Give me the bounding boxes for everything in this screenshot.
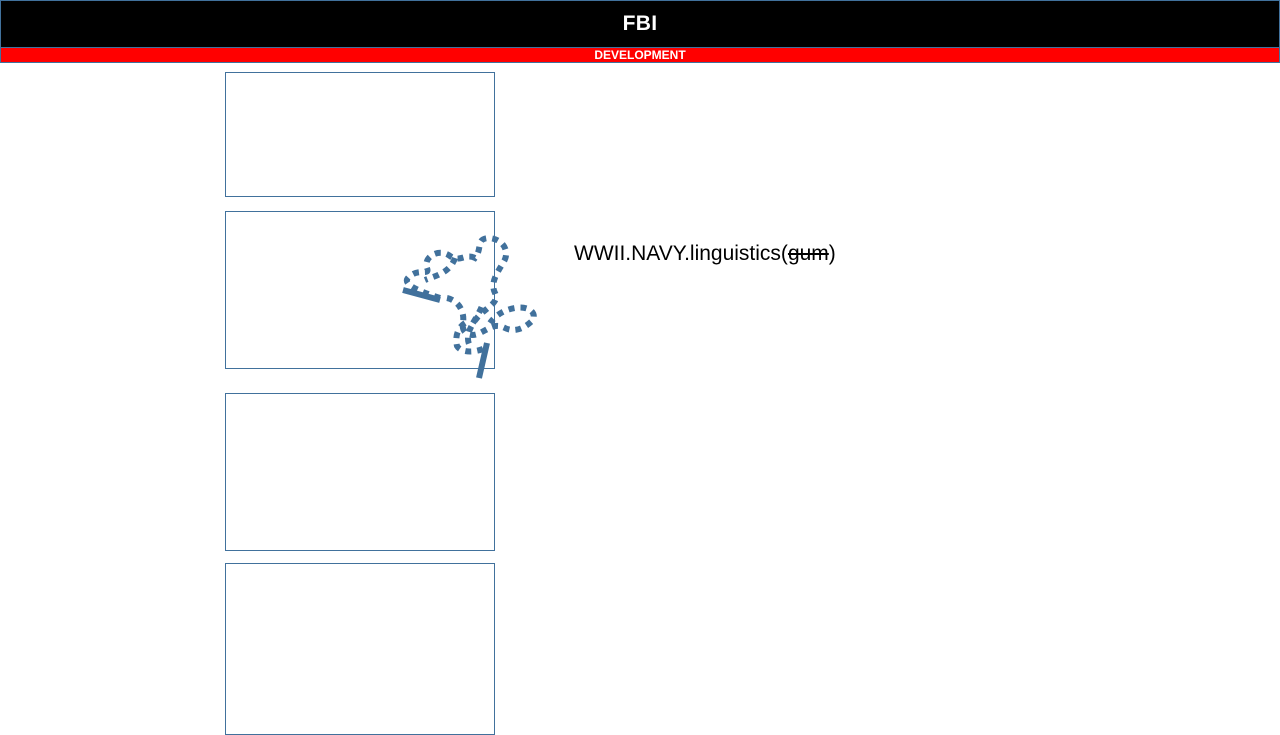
development-banner: DEVELOPMENT xyxy=(0,47,1280,63)
empty-box-4 xyxy=(225,563,495,735)
label-prefix: WWII.NAVY.linguistics( xyxy=(574,242,788,265)
linguistics-label: WWII.NAVY.linguistics(gum) xyxy=(574,242,836,266)
empty-box-1 xyxy=(225,72,495,197)
page-title: FBI xyxy=(622,12,658,35)
title-bar: FBI xyxy=(0,0,1280,48)
empty-box-3 xyxy=(225,393,495,551)
struck-word: gum xyxy=(787,242,829,265)
label-suffix: ) xyxy=(828,242,836,265)
banner-text: DEVELOPMENT xyxy=(594,48,686,62)
empty-box-2 xyxy=(225,211,495,369)
dashed-scribble-icon xyxy=(402,234,537,379)
